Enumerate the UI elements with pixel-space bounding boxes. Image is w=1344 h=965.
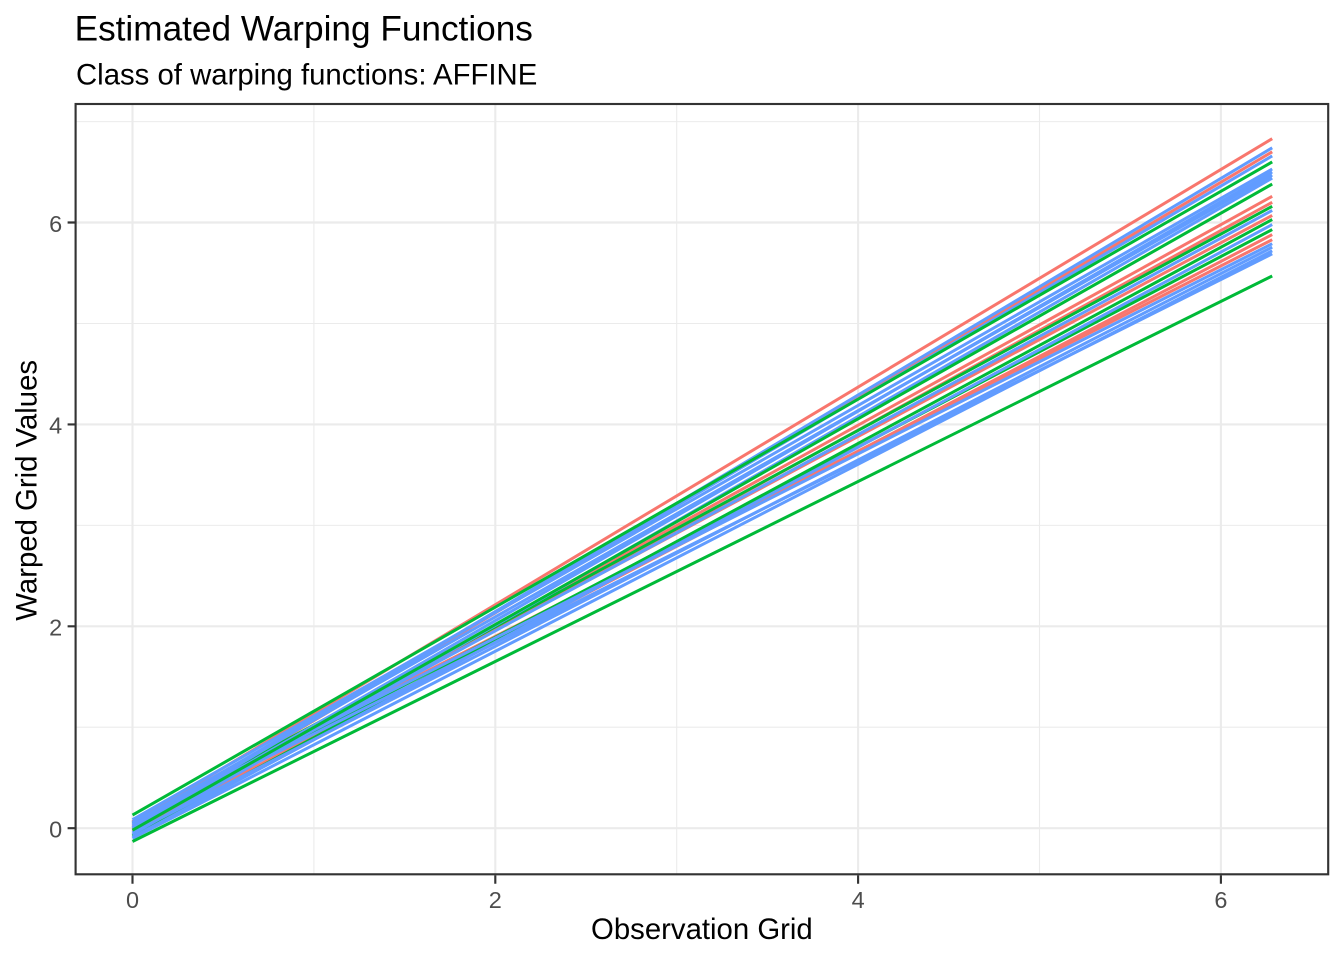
svg-text:6: 6 — [49, 211, 62, 237]
svg-text:Warped Grid Values: Warped Grid Values — [11, 360, 44, 621]
svg-text:0: 0 — [126, 887, 139, 913]
svg-text:0: 0 — [49, 817, 62, 843]
svg-text:Estimated Warping Functions: Estimated Warping Functions — [75, 10, 533, 49]
svg-text:Observation Grid: Observation Grid — [591, 913, 813, 946]
svg-text:2: 2 — [489, 887, 502, 913]
svg-text:Class of warping functions: AF: Class of warping functions: AFFINE — [76, 58, 537, 91]
svg-text:4: 4 — [49, 413, 62, 439]
svg-text:4: 4 — [852, 887, 865, 913]
svg-text:6: 6 — [1214, 887, 1227, 913]
svg-text:2: 2 — [49, 615, 62, 641]
